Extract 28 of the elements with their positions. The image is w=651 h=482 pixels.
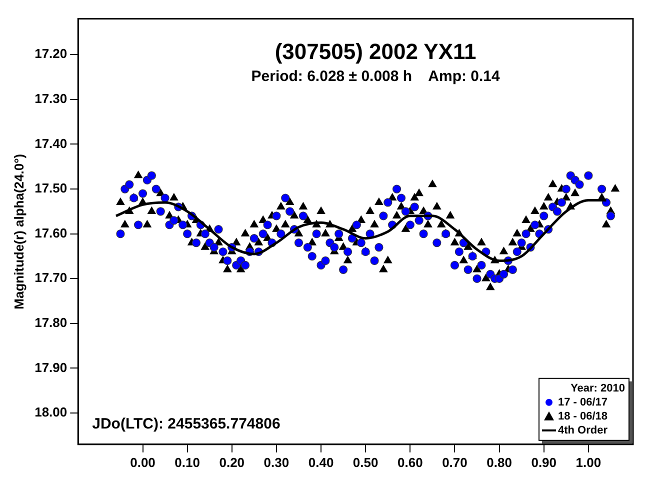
text: Period: 6.028 ± 0.008 h Amp: 0.14: [251, 68, 501, 85]
x-tick-label: 0.90: [531, 454, 557, 470]
legend-title: Year: 2010: [570, 382, 625, 394]
y-tick-label: 17.30: [34, 91, 68, 106]
x-tick-label: 0.70: [442, 454, 468, 470]
x-tick-label: 0.00: [130, 454, 156, 470]
x-tick-label: 0.80: [486, 454, 512, 470]
x-tick-label: 0.60: [398, 454, 423, 470]
y-tick-label: 17.90: [34, 360, 68, 375]
x-tick-label: 0.10: [174, 454, 200, 470]
y-tick-label: 17.80: [34, 315, 68, 330]
text: (307505) 2002 YX11: [274, 38, 476, 64]
legend-label: 17 - 06/17: [558, 396, 608, 408]
x-tick-label: 1.00: [576, 454, 602, 470]
y-tick-label: 18.00: [34, 404, 68, 420]
x-tick-label: 0.20: [219, 454, 245, 470]
annotation: JDo(LTC): 2455365.774806: [92, 415, 280, 432]
y-tick-label: 17.60: [34, 225, 68, 240]
x-tick-label: 0.40: [308, 454, 334, 470]
y-axis-title: Magnitude(r) alpha(24.0°): [11, 154, 26, 310]
x-tick-label: 0.50: [352, 454, 378, 470]
y-tick-label: 17.70: [34, 270, 68, 286]
y-tick-label: 17.50: [34, 180, 68, 196]
x-tick-label: 0.30: [264, 454, 290, 470]
y-tick-label: 17.20: [34, 46, 68, 62]
legend-label: 18 - 06/18: [558, 410, 608, 422]
legend-label: 4th Order: [558, 424, 608, 436]
y-tick-label: 17.40: [34, 136, 68, 151]
